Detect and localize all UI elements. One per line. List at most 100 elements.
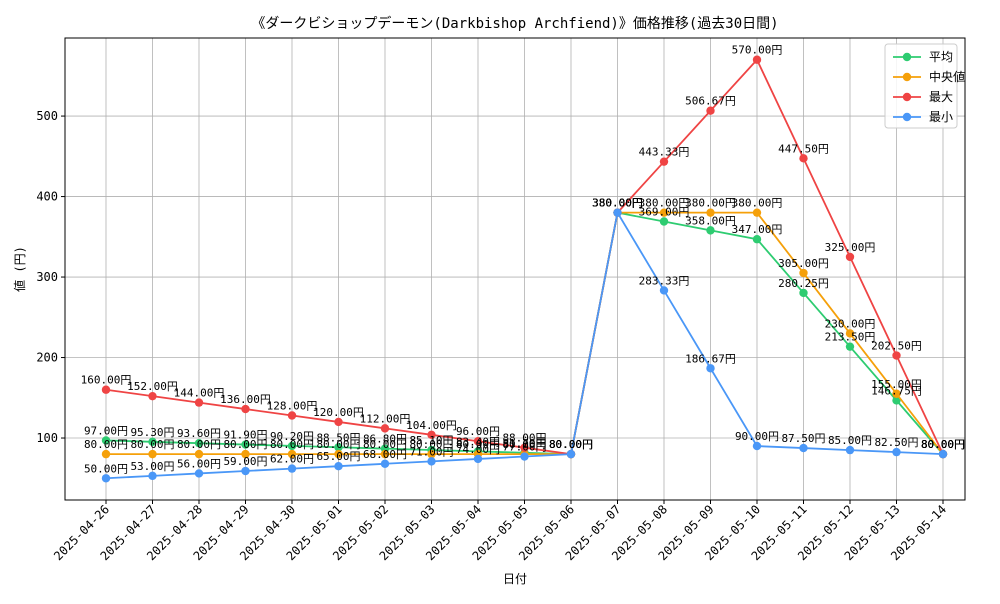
legend-marker <box>902 72 912 82</box>
data-point <box>799 288 808 298</box>
data-label: 50.00円 <box>84 462 128 475</box>
data-label: 80.00円 <box>921 438 965 451</box>
data-point <box>427 457 436 466</box>
legend-label: 平均 <box>929 50 953 64</box>
data-point <box>659 157 669 166</box>
data-point <box>287 411 297 420</box>
data-label: 90.00円 <box>735 430 779 443</box>
data-label: 87.50円 <box>781 432 825 445</box>
data-label: 230.00円 <box>825 317 876 330</box>
data-label: 570.00円 <box>732 44 783 57</box>
data-label: 80.00円 <box>409 438 453 451</box>
data-label: 80.00円 <box>363 438 407 451</box>
data-point <box>845 252 855 262</box>
data-point <box>799 443 808 453</box>
data-point <box>752 441 762 451</box>
data-label: 53.00円 <box>130 460 174 473</box>
data-label: 202.50円 <box>871 340 922 353</box>
data-label: 347.00円 <box>732 223 783 236</box>
data-point <box>194 438 204 448</box>
data-label: 443.33円 <box>639 146 690 159</box>
y-axis-label: 値 (円) <box>12 246 27 292</box>
data-label: 152.00円 <box>127 380 178 393</box>
y-tick-label: 300 <box>36 270 58 284</box>
data-point <box>427 430 436 440</box>
data-label: 56.00円 <box>177 457 221 470</box>
data-point <box>148 471 157 481</box>
series-2 <box>101 55 948 459</box>
data-label: 380.00円 <box>685 197 736 210</box>
data-point <box>380 449 390 459</box>
data-point <box>892 447 901 457</box>
data-label: 144.00円 <box>174 387 225 400</box>
data-label: 83.40円 <box>456 435 500 448</box>
data-label: 80.00円 <box>223 438 267 451</box>
data-label: 380.00円 <box>592 197 643 210</box>
data-label: 80.00円 <box>549 438 593 451</box>
data-point <box>427 449 436 459</box>
legend-label: 最大 <box>929 90 953 104</box>
data-label: 85.00円 <box>828 434 872 447</box>
data-label: 62.00円 <box>270 453 314 466</box>
data-point <box>706 226 715 235</box>
data-label: 80.00円 <box>456 438 500 451</box>
data-label: 380.00円 <box>732 197 783 210</box>
data-point <box>845 329 855 338</box>
data-point <box>241 440 250 449</box>
legend-label: 中央値 <box>929 69 965 84</box>
data-label: 155.00円 <box>871 378 922 391</box>
chart-title: 《ダークビショップデーモン(Darkbishop Archfiend)》価格推移… <box>251 15 778 32</box>
data-label: 325.00円 <box>825 241 876 254</box>
legend-label: 最小 <box>929 110 953 124</box>
plot-border <box>64 37 966 501</box>
y-tick-label: 500 <box>36 109 58 123</box>
data-point <box>659 208 669 217</box>
data-label: 213.50円 <box>825 331 876 344</box>
data-point <box>706 208 715 217</box>
data-label: 95.30円 <box>130 426 174 439</box>
data-point <box>938 449 948 459</box>
y-tick-label: 200 <box>36 351 58 365</box>
data-point <box>892 351 901 360</box>
data-label: 283.33円 <box>639 274 690 287</box>
legend-marker <box>902 112 912 122</box>
data-label: 80.00円 <box>549 438 593 451</box>
y-tick-label: 100 <box>36 431 58 445</box>
data-label: 506.67円 <box>685 95 736 108</box>
data-label: 80.00円 <box>270 438 314 451</box>
series-3 <box>101 208 948 483</box>
data-label: 96.00円 <box>456 425 500 438</box>
data-label: 59.00円 <box>223 455 267 468</box>
data-label: 80.00円 <box>316 438 360 451</box>
data-point <box>334 417 343 427</box>
data-point <box>241 449 250 459</box>
data-point <box>473 437 483 446</box>
x-axis-label: 日付 <box>503 572 527 586</box>
data-point <box>148 449 157 459</box>
data-point <box>752 55 762 64</box>
data-point <box>799 268 808 278</box>
data-point <box>845 342 855 351</box>
data-point <box>752 208 762 217</box>
data-label: 80.00円 <box>502 438 546 451</box>
data-label: 88.50円 <box>316 431 360 444</box>
data-point <box>845 445 855 455</box>
data-label: 80.00円 <box>177 438 221 451</box>
data-label: 82.50円 <box>874 436 918 449</box>
data-label: 65.00円 <box>316 450 360 463</box>
data-label: 120.00円 <box>313 406 364 419</box>
data-label: 97.00円 <box>84 424 128 437</box>
data-label: 91.90円 <box>223 429 267 442</box>
data-label: 112.00円 <box>360 412 411 425</box>
data-label: 80.00円 <box>130 438 174 451</box>
data-point <box>194 398 204 407</box>
data-label: 80.00円 <box>84 438 128 451</box>
data-point <box>520 452 529 461</box>
data-point <box>148 437 157 447</box>
data-label: 90.20円 <box>270 430 314 443</box>
data-point <box>148 391 157 401</box>
data-point <box>566 449 576 459</box>
data-point <box>473 454 483 464</box>
data-point <box>287 441 297 451</box>
